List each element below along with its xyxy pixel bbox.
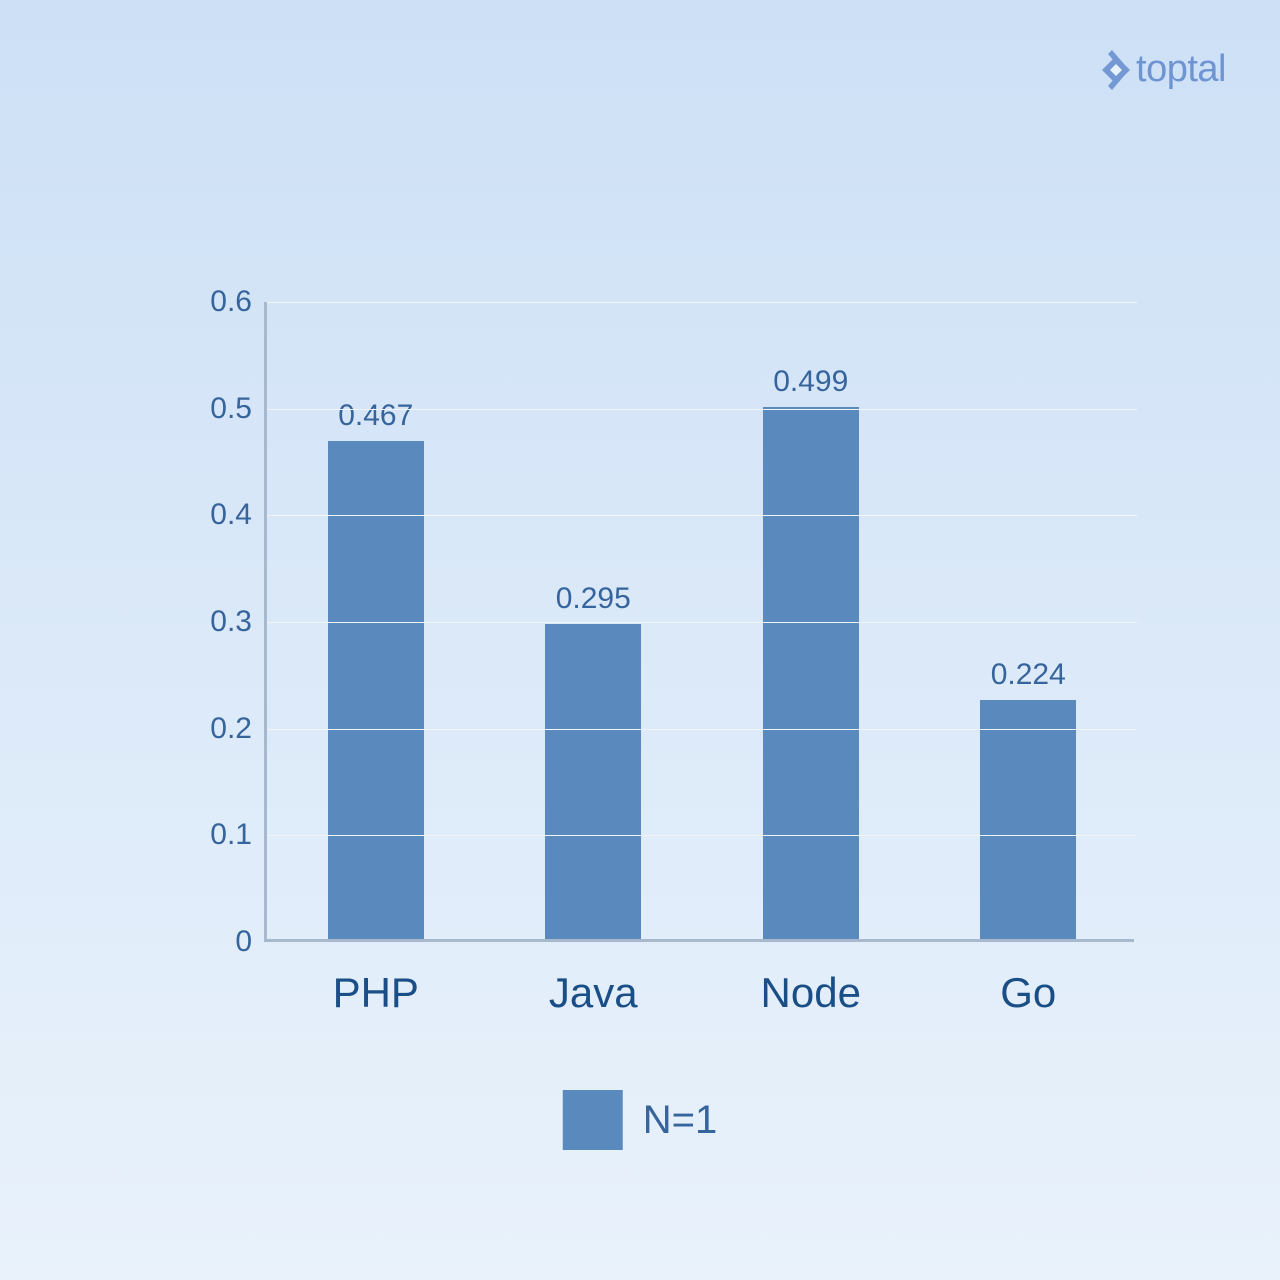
bar-value-label: 0.295 — [556, 582, 631, 616]
legend-label: N=1 — [643, 1098, 718, 1143]
bar-value-label: 0.224 — [991, 658, 1066, 692]
bar — [545, 624, 641, 939]
xtick-label: Node — [761, 969, 861, 1017]
toptal-icon — [1102, 50, 1130, 90]
bar-value-label: 0.467 — [338, 399, 413, 433]
legend-swatch — [563, 1090, 623, 1150]
xtick-label: Java — [549, 969, 638, 1017]
gridline — [267, 515, 1137, 516]
bar-slot: 0.224Go — [920, 658, 1138, 939]
brand-logo: toptal — [1102, 48, 1226, 91]
bar — [763, 407, 859, 939]
bar-slot: 0.499Node — [702, 365, 920, 939]
chart-canvas: toptal 0.467PHP0.295Java0.499Node0.224Go… — [0, 0, 1280, 1280]
bar-chart: 0.467PHP0.295Java0.499Node0.224Go 00.10.… — [264, 302, 1134, 942]
ytick-label: 0.6 — [162, 285, 252, 319]
gridline — [267, 835, 1137, 836]
brand-name: toptal — [1136, 48, 1226, 91]
bar-value-label: 0.499 — [773, 365, 848, 399]
gridline — [267, 409, 1137, 410]
bar — [980, 700, 1076, 939]
gridline — [267, 729, 1137, 730]
ytick-label: 0 — [162, 925, 252, 959]
plot-frame: 0.467PHP0.295Java0.499Node0.224Go 00.10.… — [264, 302, 1134, 942]
bar-slot: 0.295Java — [485, 582, 703, 939]
bars-container: 0.467PHP0.295Java0.499Node0.224Go — [267, 299, 1137, 939]
bar-slot: 0.467PHP — [267, 399, 485, 939]
ytick-label: 0.3 — [162, 605, 252, 639]
ytick-label: 0.2 — [162, 712, 252, 746]
legend: N=1 — [563, 1090, 718, 1150]
xtick-label: Go — [1000, 969, 1056, 1017]
ytick-label: 0.5 — [162, 392, 252, 426]
xtick-label: PHP — [333, 969, 419, 1017]
gridline — [267, 622, 1137, 623]
gridline — [267, 302, 1137, 303]
ytick-label: 0.4 — [162, 498, 252, 532]
ytick-label: 0.1 — [162, 818, 252, 852]
